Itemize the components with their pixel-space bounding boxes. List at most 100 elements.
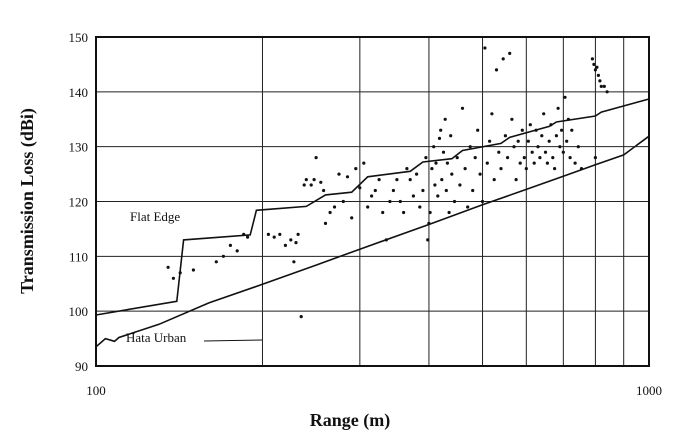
data-point xyxy=(573,161,577,165)
data-point xyxy=(478,172,482,176)
data-point xyxy=(444,188,448,193)
data-point xyxy=(171,276,175,280)
data-point xyxy=(518,161,522,165)
data-point xyxy=(534,128,538,132)
data-point xyxy=(538,156,542,160)
data-point xyxy=(547,139,551,143)
data-point xyxy=(440,178,444,182)
data-point xyxy=(522,156,526,160)
grid xyxy=(96,36,649,367)
data-point xyxy=(595,65,599,69)
data-point xyxy=(490,112,494,116)
data-point xyxy=(455,156,459,160)
data-point xyxy=(402,210,406,215)
data-point xyxy=(503,134,507,138)
data-point xyxy=(294,241,298,245)
data-point xyxy=(411,194,415,198)
data-point xyxy=(441,150,446,154)
data-point xyxy=(549,123,553,127)
data-point xyxy=(246,235,250,239)
data-point xyxy=(426,238,430,242)
data-point xyxy=(579,167,584,171)
data-point xyxy=(166,265,170,269)
data-point xyxy=(558,145,562,149)
data-point xyxy=(510,117,514,121)
x-tick-labels: 100 1000 xyxy=(86,383,662,398)
data-point xyxy=(485,161,489,165)
data-point xyxy=(337,172,341,176)
data-point xyxy=(398,199,402,204)
data-point xyxy=(514,178,518,182)
data-point xyxy=(421,188,425,193)
data-point xyxy=(551,156,555,160)
data-point xyxy=(528,123,532,127)
data-point xyxy=(191,268,195,272)
data-point xyxy=(388,199,392,204)
data-point xyxy=(530,150,534,154)
data-point xyxy=(452,199,457,204)
data-point xyxy=(602,84,606,88)
data-point xyxy=(323,221,328,225)
data-point xyxy=(516,139,520,143)
data-point xyxy=(450,172,454,176)
data-point xyxy=(332,205,337,209)
data-point xyxy=(512,145,516,149)
data-point xyxy=(283,243,287,247)
y-tick-label: 120 xyxy=(69,195,89,210)
data-point xyxy=(494,68,499,72)
data-point xyxy=(463,167,467,171)
data-point xyxy=(532,161,536,165)
data-point xyxy=(471,188,475,193)
data-point xyxy=(508,51,512,56)
data-point xyxy=(366,205,370,209)
data-point xyxy=(312,178,316,182)
data-point xyxy=(554,134,559,138)
data-point xyxy=(437,136,442,140)
y-tick-label: 130 xyxy=(69,140,89,155)
data-point xyxy=(304,178,308,182)
data-point xyxy=(292,260,296,264)
data-point xyxy=(568,156,572,160)
data-point xyxy=(468,145,472,149)
data-point xyxy=(553,167,557,171)
data-point xyxy=(439,128,443,132)
data-point xyxy=(381,210,385,215)
data-point xyxy=(178,271,182,275)
data-point xyxy=(590,57,595,61)
data-point xyxy=(345,175,350,179)
hata-urban-line xyxy=(95,135,650,348)
data-point xyxy=(272,235,276,239)
data-point xyxy=(314,156,318,160)
data-point xyxy=(358,186,362,190)
data-point xyxy=(492,178,496,182)
data-point xyxy=(565,139,569,143)
hata-urban-leader xyxy=(203,339,263,342)
data-point xyxy=(350,216,354,220)
data-point xyxy=(309,183,313,187)
data-point xyxy=(501,57,505,61)
data-point xyxy=(428,210,432,215)
data-point xyxy=(278,232,282,236)
data-point xyxy=(377,178,381,182)
annotations: Flat Edge Hata Urban xyxy=(126,209,263,345)
data-point xyxy=(266,232,270,236)
data-point xyxy=(221,254,225,258)
data-point xyxy=(302,183,306,187)
measured-points xyxy=(166,46,609,319)
data-point xyxy=(476,128,480,132)
data-point xyxy=(322,188,326,193)
data-point xyxy=(228,243,232,247)
data-point xyxy=(395,178,399,182)
data-point xyxy=(545,161,550,165)
x-tick-label: 100 xyxy=(86,383,106,398)
data-point xyxy=(289,238,293,242)
y-tick-label: 140 xyxy=(69,85,89,100)
y-tick-label: 90 xyxy=(75,359,88,374)
data-point xyxy=(370,194,374,198)
data-point xyxy=(497,150,501,154)
data-point xyxy=(443,117,447,121)
data-point xyxy=(391,188,395,193)
data-point xyxy=(592,62,596,66)
x-axis-title: Range (m) xyxy=(310,410,390,431)
